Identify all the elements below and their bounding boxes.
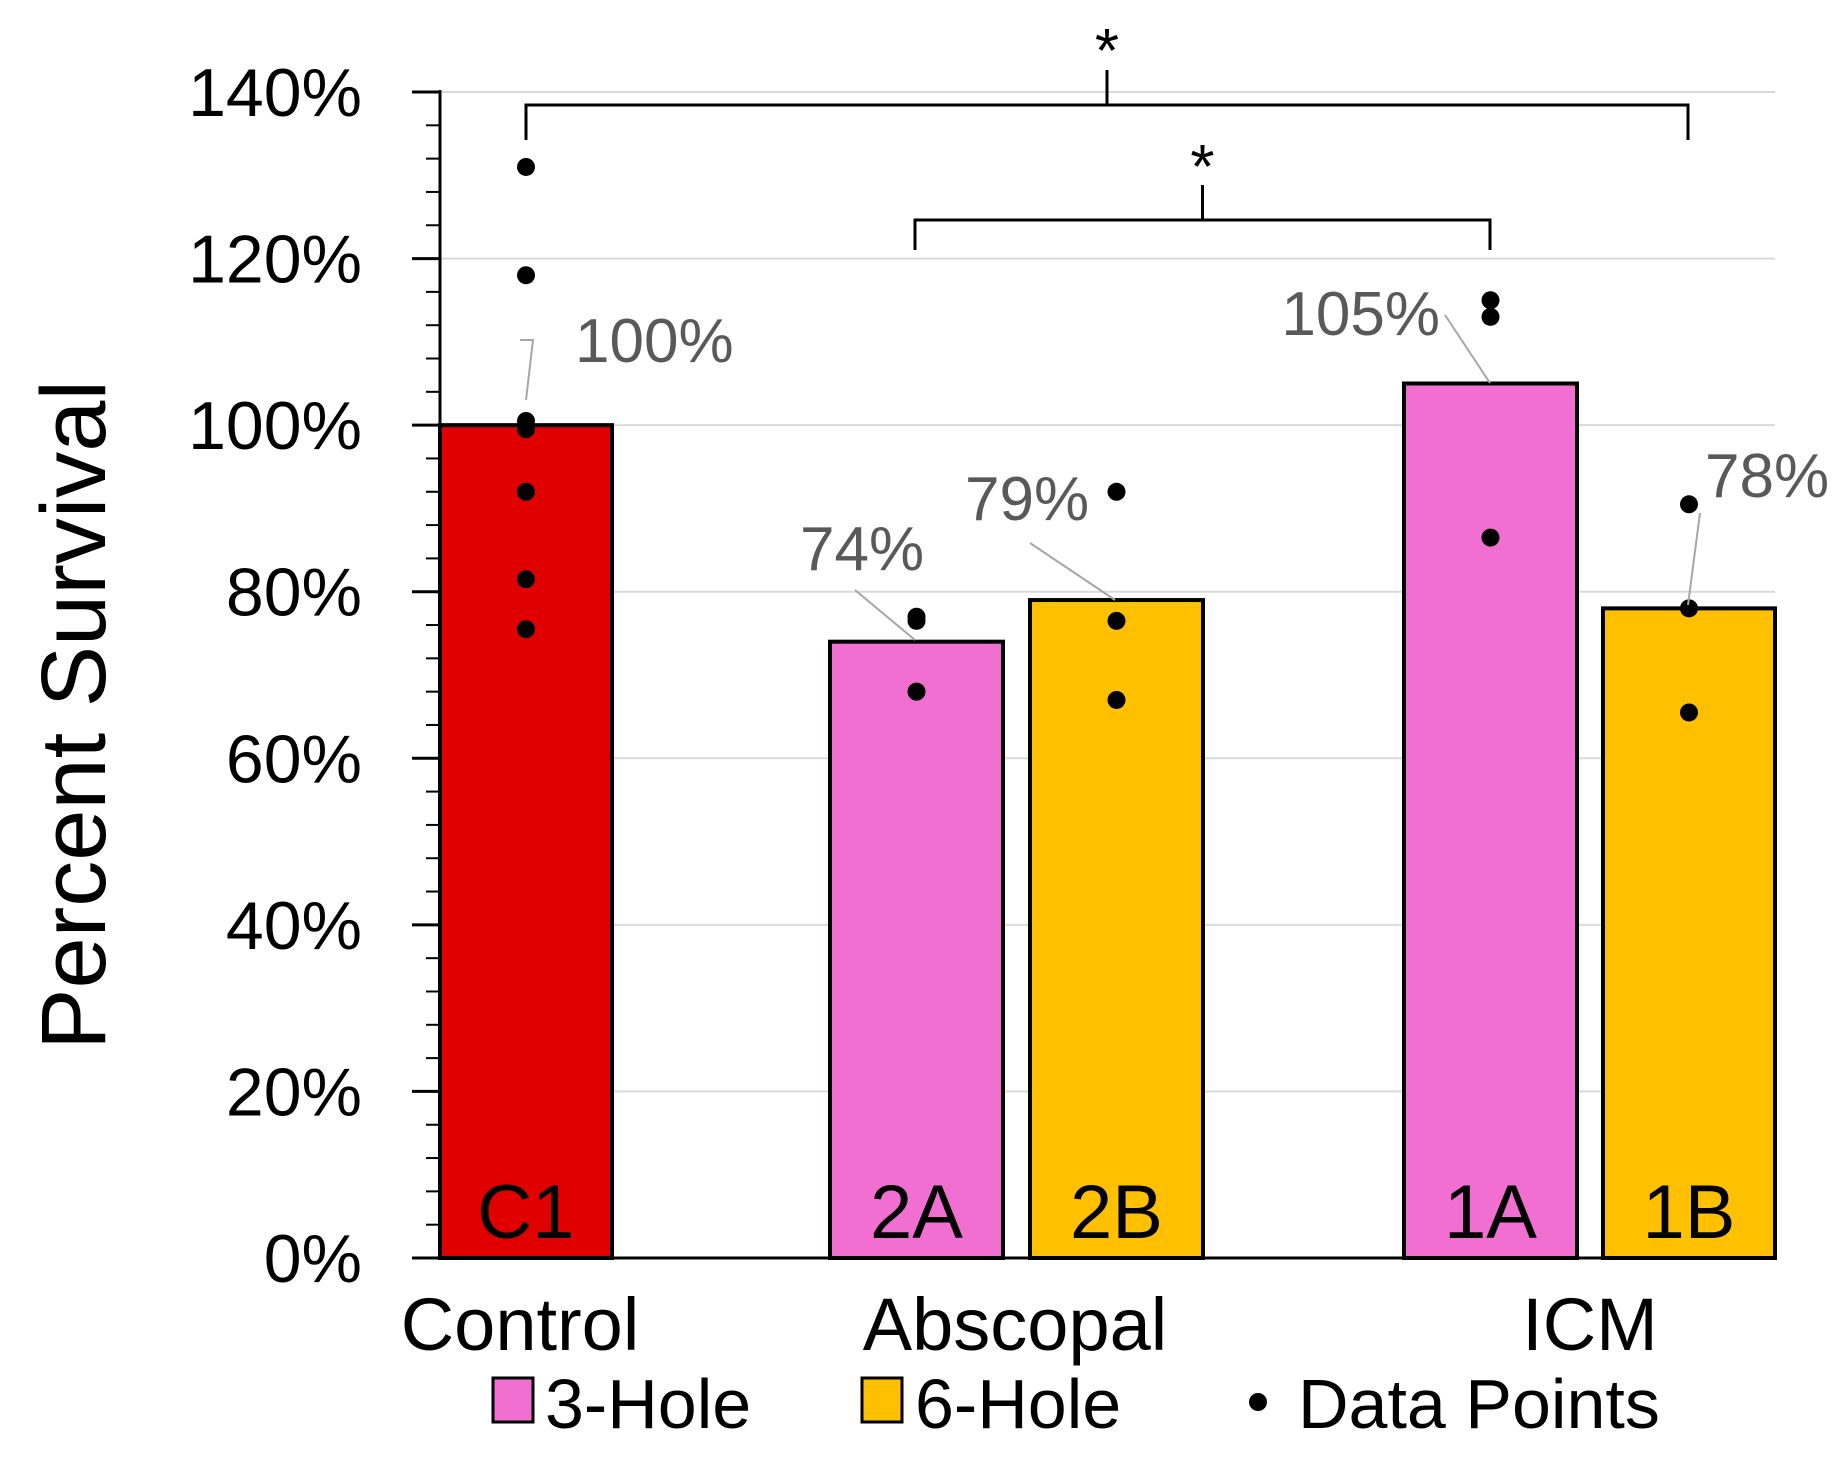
x-axis-categories: Control Abscopal ICM	[401, 1283, 1658, 1366]
y-tick-label: 20%	[226, 1054, 362, 1130]
label-leader-line	[854, 589, 916, 641]
label-leader-line	[520, 339, 535, 401]
significance-bracket	[913, 185, 1492, 250]
value-label: 74%	[800, 515, 924, 584]
bar-2b	[1028, 598, 1205, 1260]
data-point	[517, 157, 535, 176]
bar-code-label: 1A	[1444, 1170, 1537, 1255]
y-tick-label: 100%	[188, 388, 362, 464]
data-points	[517, 157, 1698, 722]
data-point	[517, 266, 535, 285]
bars: C1 2A 2B 1A 1B	[438, 381, 1777, 1260]
value-label: 105%	[1281, 280, 1440, 349]
legend-label: Data Points	[1298, 1365, 1660, 1443]
data-point	[907, 611, 926, 630]
y-tick-label: 0%	[264, 1221, 362, 1297]
data-point	[1680, 495, 1698, 514]
significance-bracket	[524, 70, 1690, 140]
data-point	[1481, 307, 1500, 326]
data-point	[1107, 482, 1126, 501]
value-label: 78%	[1705, 442, 1829, 511]
x-category-label: Abscopal	[863, 1283, 1167, 1366]
y-tick-label: 40%	[226, 888, 362, 964]
legend-swatch	[491, 1376, 535, 1424]
legend: 3-Hole 6-Hole Data Points	[491, 1365, 1660, 1443]
bar-code-label: C1	[477, 1170, 574, 1255]
value-labels: 100% 74% 79% 105% 78%	[520, 280, 1829, 641]
legend-swatch	[860, 1376, 904, 1424]
legend-label: 3-Hole	[545, 1365, 751, 1443]
label-leader-line	[1444, 314, 1491, 384]
data-point	[517, 420, 535, 439]
y-tick-label: 120%	[188, 222, 362, 298]
label-leader-line	[1687, 512, 1701, 606]
y-tick-label: 80%	[226, 555, 362, 631]
x-category-label: Control	[401, 1283, 640, 1366]
data-point	[907, 682, 926, 701]
bar-1a	[1402, 381, 1579, 1260]
data-point	[517, 482, 535, 501]
significance-star: *	[1190, 133, 1214, 202]
data-point	[517, 570, 535, 589]
legend-label: 6-Hole	[915, 1365, 1121, 1443]
legend-point-marker	[1249, 1393, 1267, 1411]
data-point	[1680, 599, 1698, 618]
bar-code-label: 2B	[1070, 1170, 1163, 1255]
significance-star: *	[1095, 17, 1119, 86]
data-point	[1107, 611, 1126, 630]
value-label: 100%	[575, 307, 734, 376]
data-point	[517, 620, 535, 639]
y-tick-label: 140%	[188, 55, 362, 131]
x-category-label: ICM	[1522, 1283, 1658, 1366]
data-point	[1107, 690, 1126, 709]
value-label: 79%	[965, 465, 1089, 534]
bar-code-label: 1B	[1643, 1170, 1736, 1255]
data-point	[1481, 291, 1500, 310]
y-axis-label: Percent Survival	[23, 380, 125, 1050]
bar-2a	[828, 639, 1005, 1260]
bar-code-label: 2A	[870, 1170, 963, 1255]
data-point	[1680, 703, 1698, 722]
y-tick-label: 60%	[226, 721, 362, 797]
significance-brackets: **	[524, 17, 1690, 250]
bar-c1	[438, 423, 614, 1260]
y-axis: 0% 20% 40% 60% 80% 100% 120% 140%	[188, 55, 1775, 1297]
label-leader-line	[1029, 542, 1116, 601]
data-point	[1481, 528, 1500, 547]
